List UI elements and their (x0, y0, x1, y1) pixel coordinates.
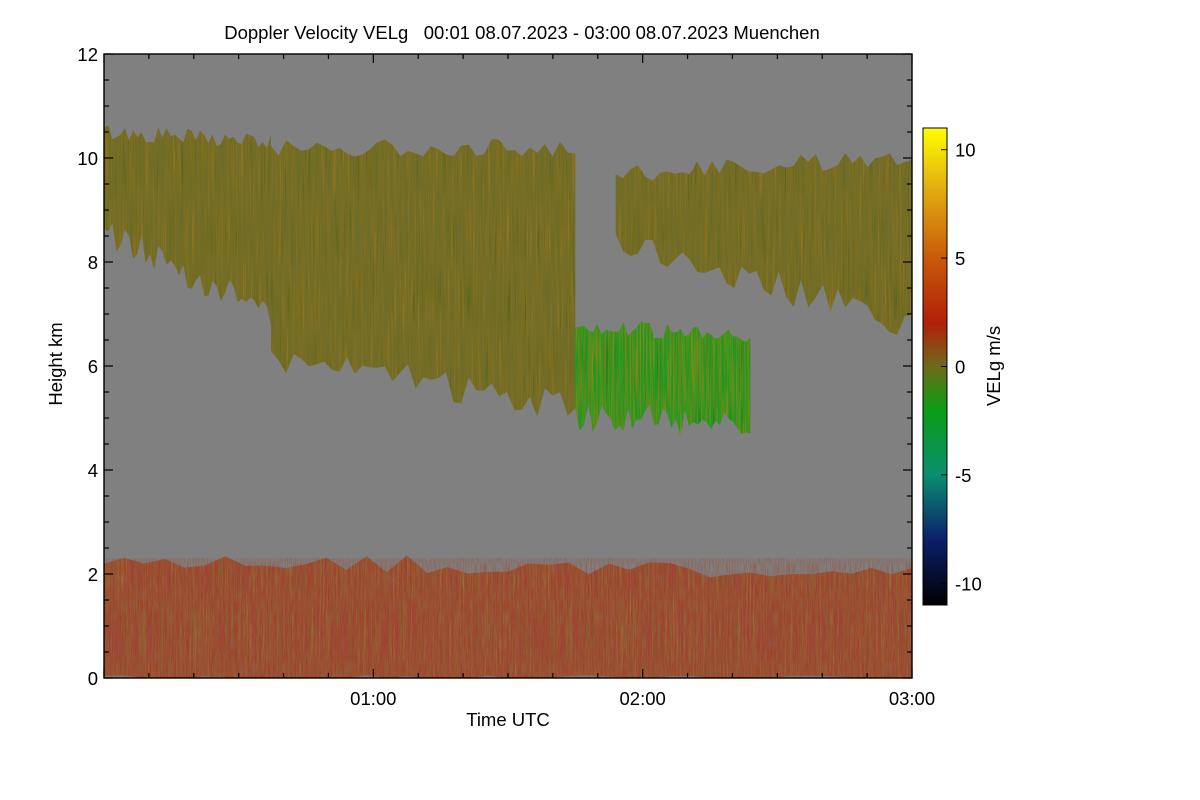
colorbar-tick-label: 10 (955, 140, 976, 161)
x-axis-label: Time UTC (466, 709, 550, 730)
colorbar-tick-label: -5 (955, 465, 971, 486)
echo-region-fill (104, 125, 271, 326)
chart-title: Doppler Velocity VELg 00:01 08.07.2023 -… (224, 22, 820, 43)
x-tick-label: 01:00 (350, 688, 396, 709)
x-axis: 01:00 02:00 03:00 (103, 54, 935, 709)
y-tick-label: 4 (88, 460, 98, 481)
y-axis-label: Height km (45, 322, 66, 405)
plot-area (104, 54, 912, 678)
y-tick-label: 2 (88, 564, 98, 585)
colorbar: 10 5 0 -5 -10 VELg m/s (922, 127, 1004, 606)
boundary-layer-speckle (104, 558, 912, 678)
colorbar-tick-label: -10 (955, 573, 982, 594)
echo-region-fill (575, 321, 751, 437)
echo-region (615, 152, 912, 335)
x-tick-label: 02:00 (620, 688, 666, 709)
colorbar-tick-label: 0 (955, 357, 965, 378)
echo-region-fill (615, 152, 912, 335)
echo-layer (104, 125, 912, 678)
y-tick-label: 10 (77, 148, 98, 169)
y-tick-label: 6 (88, 356, 98, 377)
y-tick-label: 8 (88, 252, 98, 273)
colorbar-label: VELg m/s (983, 326, 1004, 406)
x-tick-label: 03:00 (889, 688, 935, 709)
echo-region (104, 125, 271, 326)
colorbar-ticks: 10 5 0 -5 -10 (941, 140, 982, 594)
echo-region-fill (271, 139, 576, 417)
y-tick-label: 0 (88, 668, 98, 689)
y-tick-label: 12 (77, 44, 98, 65)
colorbar-tick-label: 5 (955, 248, 965, 269)
echo-region (271, 139, 576, 417)
echo-region (575, 321, 751, 437)
y-axis: 0 2 4 6 8 10 12 (77, 44, 912, 689)
